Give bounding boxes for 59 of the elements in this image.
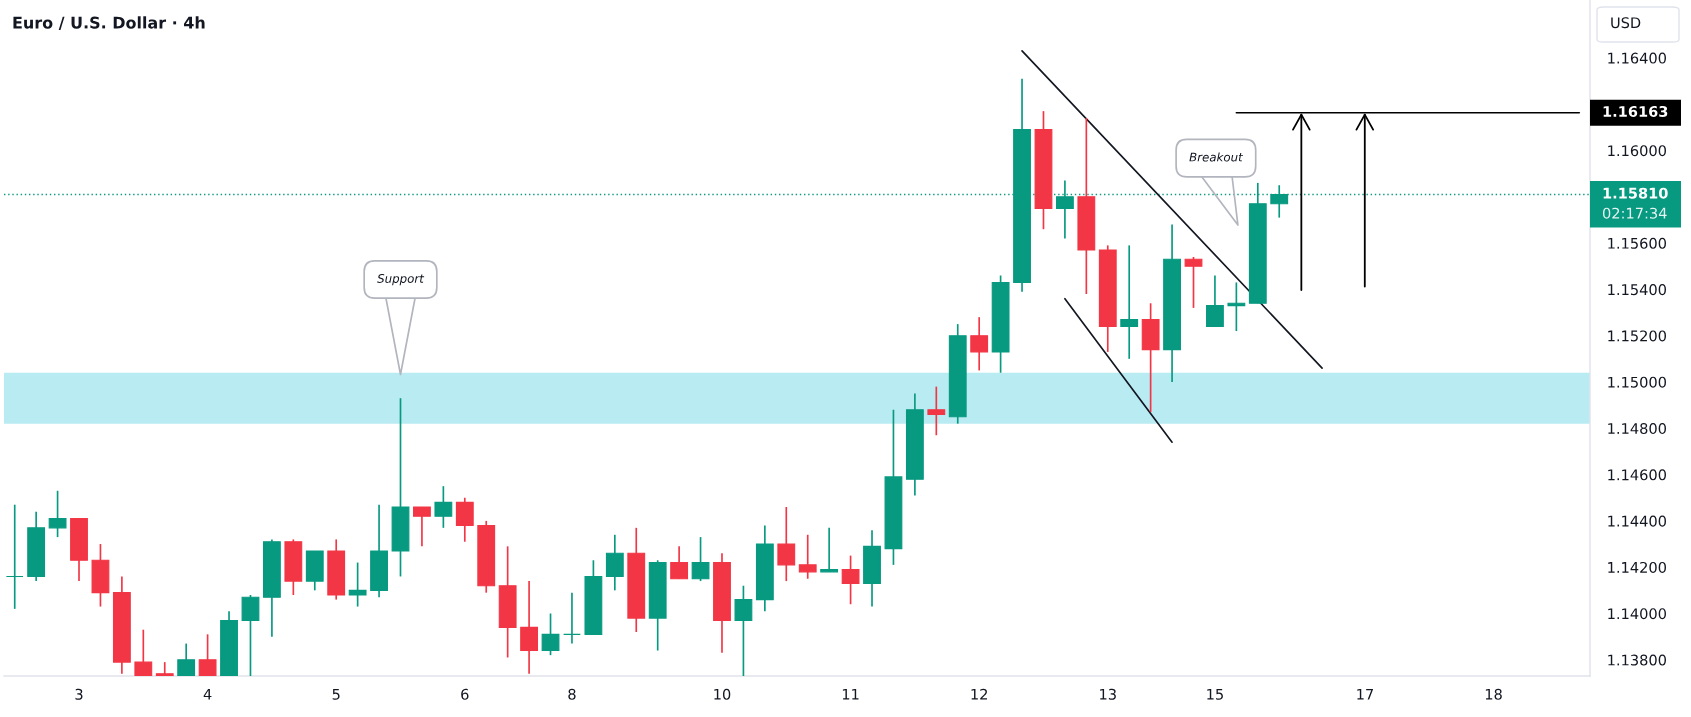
candlestick (970, 316, 989, 372)
candlestick (927, 385, 946, 437)
candlestick (605, 533, 624, 592)
y-tick-label: 1.15600 (1608, 237, 1666, 249)
x-tick-label: 18 (1485, 688, 1502, 700)
candlestick (670, 545, 689, 580)
candlestick (691, 536, 710, 582)
candlestick (1184, 256, 1203, 309)
x-tick-label: 13 (1100, 688, 1116, 700)
x-tick-label: 12 (971, 688, 987, 700)
candlestick (1120, 244, 1139, 360)
candlestick (1227, 281, 1246, 332)
series-label: 1.16163 (1603, 105, 1668, 117)
candlestick (563, 591, 581, 645)
y-tick-label: 1.13800 (1608, 654, 1666, 666)
candlestick (541, 612, 560, 656)
x-tick-label: 11 (842, 688, 859, 700)
text: 02:17:34 (1602, 207, 1667, 219)
candlestick (155, 661, 174, 676)
candlestick (48, 489, 67, 538)
candlestick (177, 642, 196, 676)
candlestick (434, 485, 453, 529)
candlestick (348, 561, 367, 608)
candlestick (5, 503, 24, 610)
candlestick (820, 527, 839, 573)
x-tick-label: 15 (1207, 688, 1223, 700)
x-tick-label: 3 (75, 688, 83, 700)
y-tick-label: 1.14400 (1608, 515, 1666, 527)
x-tick-label: 4 (203, 688, 212, 700)
y-axis-title: USD (1611, 17, 1641, 29)
text: Euro / U.S. Dollar · 4h (13, 16, 205, 30)
y-tick-label: 1.16000 (1608, 145, 1666, 157)
candlestick (241, 594, 260, 676)
candlestick (1206, 274, 1224, 328)
candlestick (455, 496, 474, 543)
x-tick-label: 8 (568, 688, 576, 700)
y-tick-label: 1.15000 (1608, 376, 1666, 388)
ref-line-label: 1.15810 (1603, 187, 1668, 199)
y-tick-label: 1.15200 (1608, 330, 1666, 342)
x-tick-label: 6 (461, 688, 469, 700)
candlestick (777, 506, 796, 582)
annotation: Support (377, 274, 425, 286)
candlestick (134, 628, 153, 676)
y-tick-label: 1.15400 (1608, 284, 1666, 296)
annotation: Breakout (1189, 152, 1244, 162)
y-tick-label: 1.14200 (1608, 561, 1666, 573)
x-tick-label: 5 (332, 688, 340, 700)
y-tick-label: 1.16400 (1608, 52, 1666, 64)
candlestick (520, 580, 539, 675)
x-tick-label: 17 (1357, 688, 1373, 700)
candlestick (198, 633, 217, 676)
candlestick (841, 554, 860, 606)
y-tick-label: 1.14000 (1608, 608, 1666, 620)
y-tick-label: 1.14600 (1608, 469, 1666, 481)
candlestick (798, 533, 817, 580)
x-tick-label: 10 (714, 688, 731, 700)
y-tick-label: 1.14800 (1608, 423, 1666, 435)
candlestick (413, 506, 431, 548)
candlestick (734, 584, 753, 676)
